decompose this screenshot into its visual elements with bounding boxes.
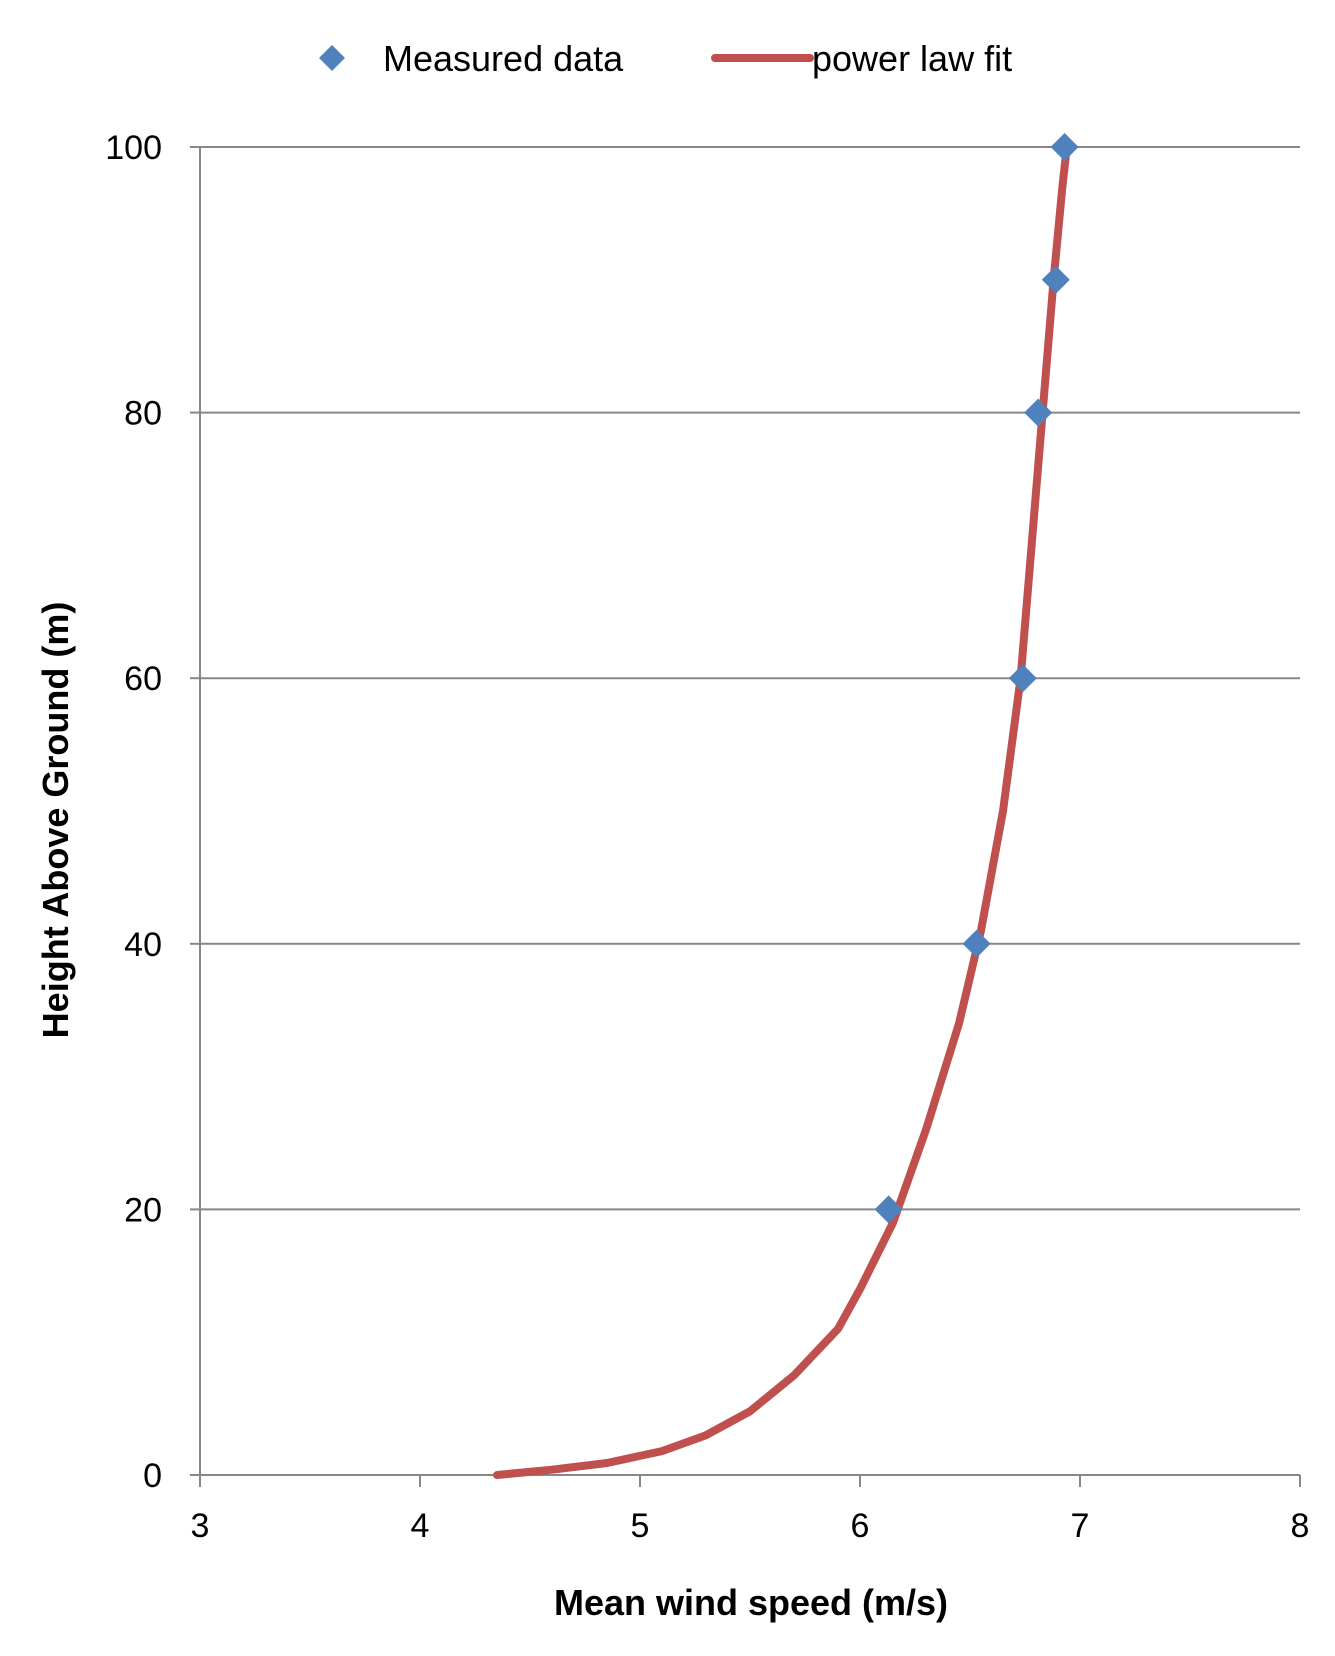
data-point-3 xyxy=(1024,398,1053,427)
y-tick-label-80: 80 xyxy=(124,395,162,433)
y-tick-label-20: 20 xyxy=(124,1191,162,1229)
fit-series xyxy=(493,143,1071,1479)
x-tick-label-3: 3 xyxy=(191,1507,210,1545)
y-axis-title: Height Above Ground (m) xyxy=(35,602,76,1039)
fit-line xyxy=(493,143,1071,1479)
data-point-2 xyxy=(1008,664,1037,693)
legend-label-fit: power law fit xyxy=(812,38,1012,79)
data-point-5 xyxy=(1050,133,1079,161)
legend-label-measured: Measured data xyxy=(383,38,624,79)
legend: Measured data power law fit xyxy=(319,38,1012,79)
y-tick-label-100: 100 xyxy=(105,129,162,167)
tick-labels: 0 20 40 60 80 100 3 4 5 6 7 8 xyxy=(105,129,1309,1545)
measured-series xyxy=(874,133,1079,1224)
y-tick-label-60: 60 xyxy=(124,660,162,698)
y-tick-label-0: 0 xyxy=(143,1457,162,1495)
data-point-0 xyxy=(874,1195,903,1224)
data-point-4 xyxy=(1041,265,1070,294)
legend-marker-measured xyxy=(319,45,345,71)
y-tick-label-40: 40 xyxy=(124,926,162,964)
x-tick-label-5: 5 xyxy=(631,1507,650,1545)
x-axis-title: Mean wind speed (m/s) xyxy=(554,1582,948,1623)
data-point-1 xyxy=(962,929,991,958)
x-tick-label-6: 6 xyxy=(851,1507,870,1545)
axes xyxy=(190,146,1301,1487)
x-tick-label-4: 4 xyxy=(411,1507,430,1545)
x-tick-label-7: 7 xyxy=(1071,1507,1090,1545)
gridlines xyxy=(200,146,1300,1211)
x-tick-label-8: 8 xyxy=(1291,1507,1310,1545)
